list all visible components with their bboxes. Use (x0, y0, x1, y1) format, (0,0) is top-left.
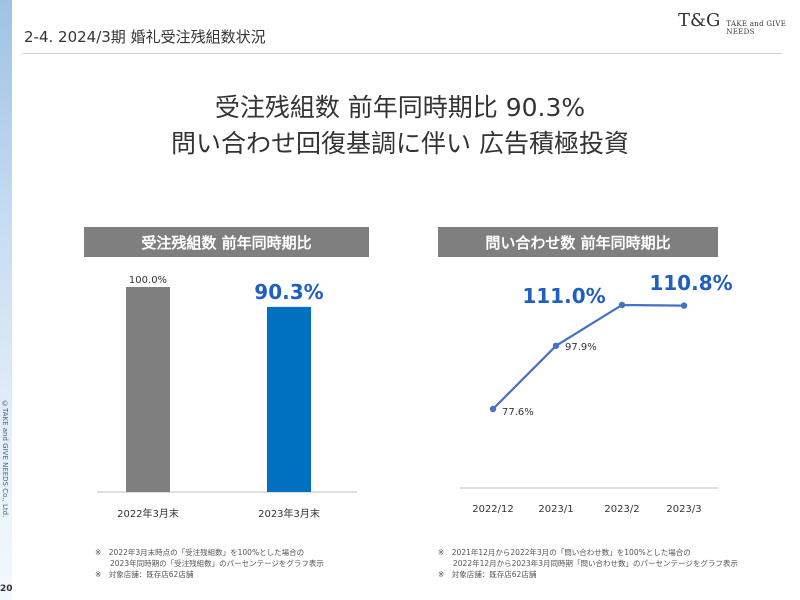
line-value-label-1: 77.6% (502, 407, 534, 418)
line-value-label-3: 111.0% (522, 284, 605, 308)
header-divider (22, 53, 782, 54)
line-category-label-3: 2023/2 (604, 504, 639, 515)
copyright-text: ©TAKE and GIVE NEEDS Co., Ltd. (1, 400, 9, 518)
footnote-line: ※ 2022年3月末時点の「受注残組数」を100%とした場合の (95, 548, 305, 557)
left-footnotes: ※ 2022年3月末時点の「受注残組数」を100%とした場合の 2023年同時期… (95, 547, 405, 580)
right-footnotes: ※ 2021年12月から2022年3月の「問い合わせ数」を100%とした場合の … (438, 547, 768, 580)
line-value-label-2: 97.9% (565, 342, 597, 353)
bar-category-label-2: 2023年3月末 (258, 507, 320, 520)
line-point-3 (618, 301, 626, 309)
bar-chart-title: 受注残組数 前年同時期比 (84, 227, 369, 257)
line-point-2 (552, 342, 560, 349)
line-value-label-4: 110.8% (649, 271, 732, 295)
footnote-line: ※ 対象店舗：既存店62店舗 (95, 570, 194, 579)
bar-value-label-2: 90.3% (254, 280, 323, 304)
line-point-4 (680, 302, 688, 309)
bar-2 (267, 306, 311, 492)
line-series (492, 303, 685, 410)
bar-value-label-1: 100.0% (129, 275, 167, 286)
page-number: 20 (0, 584, 13, 594)
footnote-line: 2022年12月から2023年3月同時期「問い合わせ数」のパーセンテージをグラフ… (438, 559, 738, 568)
footnote-line: ※ 対象店舗：既存店62店舗 (438, 570, 537, 579)
line-category-label-1: 2022/12 (472, 504, 514, 515)
company-logo: T&G TAKE and GIVE NEEDS (678, 10, 798, 36)
line-chart-title: 問い合わせ数 前年同時期比 (438, 227, 718, 257)
logo-text: TAKE and GIVE NEEDS (726, 20, 787, 36)
line-point-1 (489, 405, 497, 413)
logo-mark: T&G (678, 10, 721, 31)
bar-category-label-1: 2022年3月末 (117, 507, 179, 520)
footnote-line: ※ 2021年12月から2022年3月の「問い合わせ数」を100%とした場合の (438, 548, 691, 557)
headline-line-1: 受注残組数 前年同時期比 90.3% (214, 93, 586, 122)
bar-1 (126, 287, 170, 492)
left-decorative-strip (0, 0, 12, 600)
page-title: 2-4. 2024/3期 婚礼受注残組数状況 (24, 28, 266, 46)
headline-line-2: 問い合わせ回復基調に伴い 広告積極投資 (171, 129, 629, 158)
line-category-label-2: 2023/1 (538, 504, 573, 515)
line-category-label-4: 2023/3 (666, 504, 701, 515)
footnote-line: 2023年同時期の「受注残組数」のパーセンテージをグラフ表示 (95, 559, 324, 568)
